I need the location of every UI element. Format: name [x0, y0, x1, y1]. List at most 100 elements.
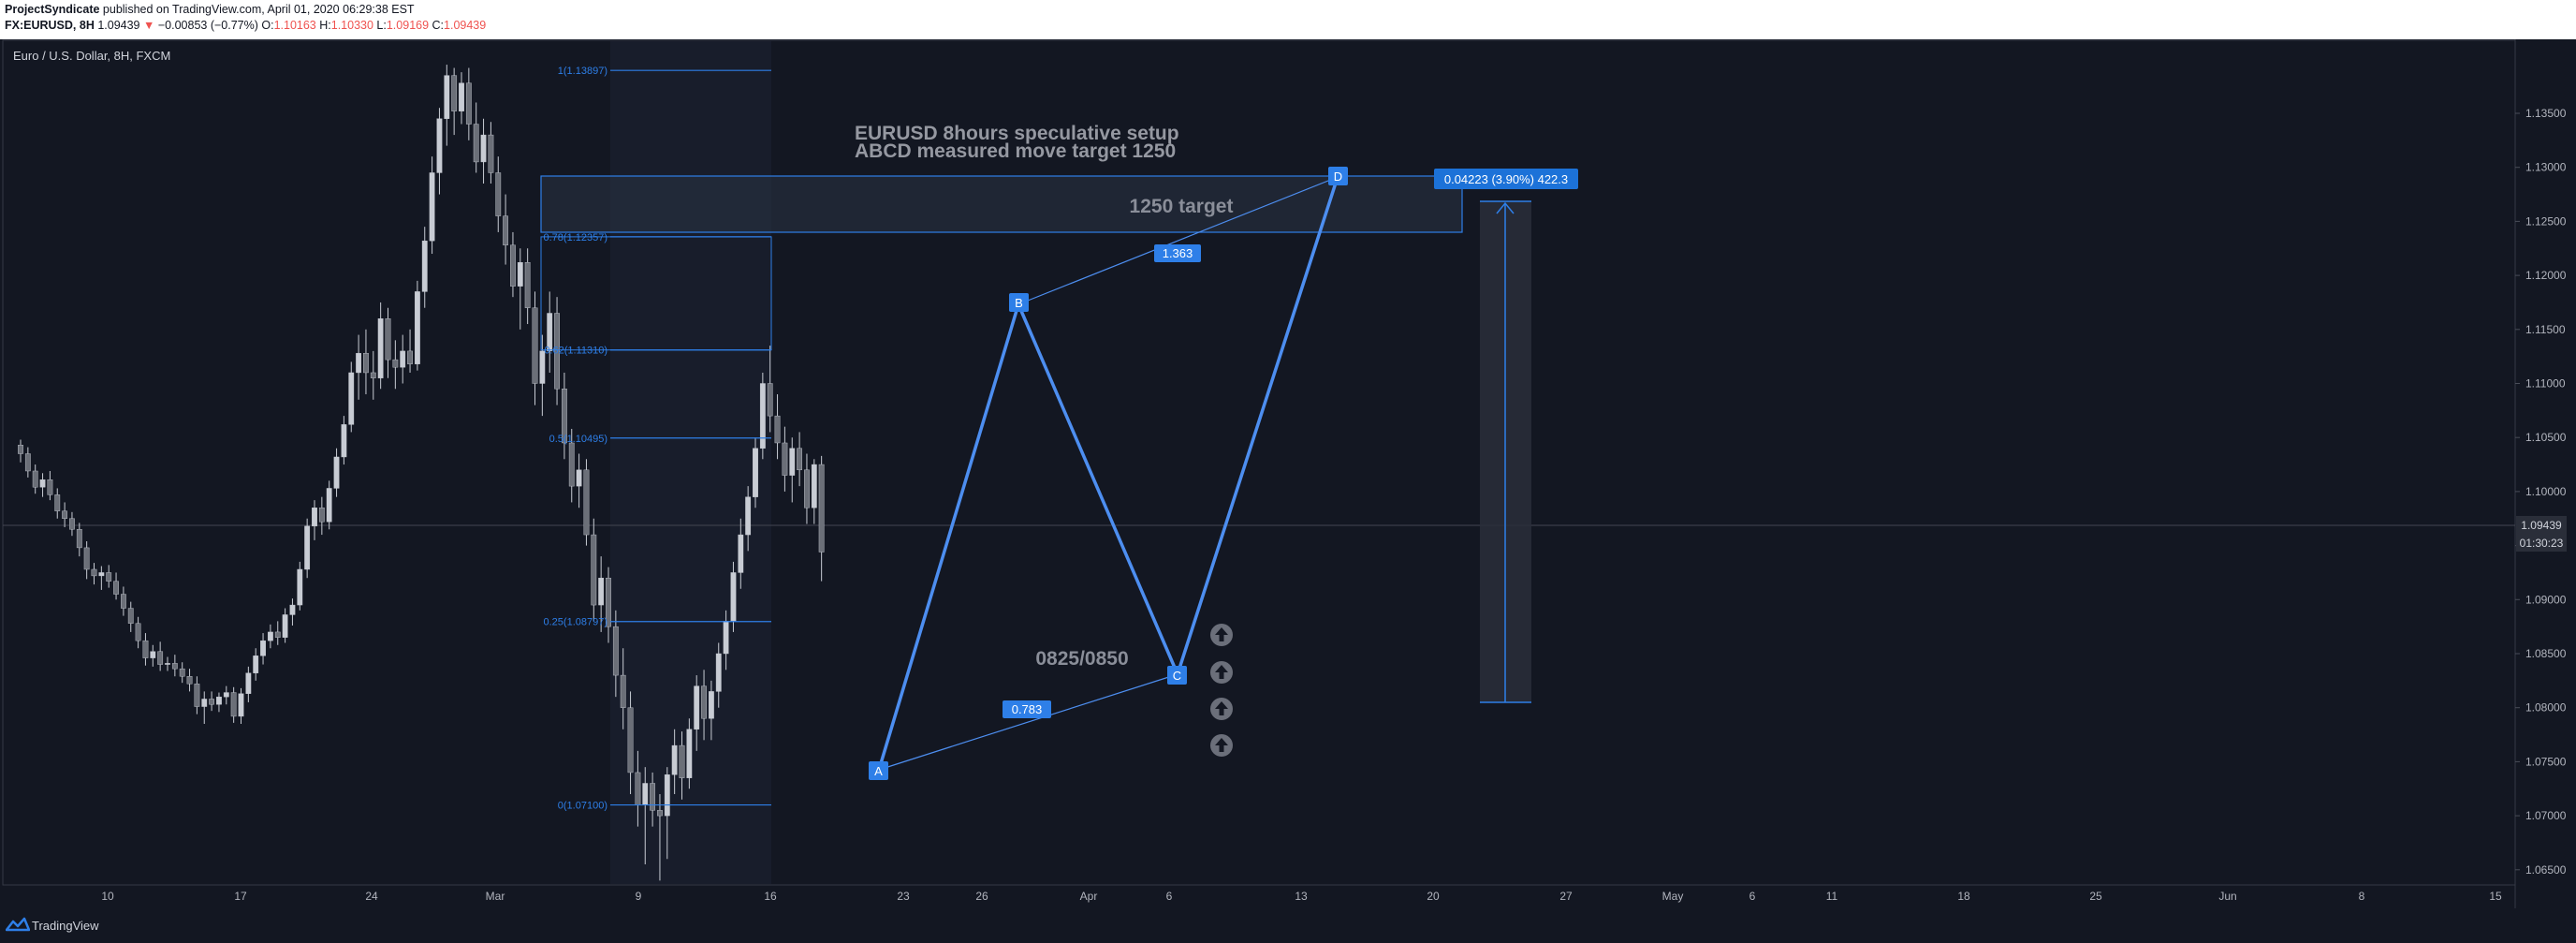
high-value: 1.10330 — [330, 19, 373, 32]
chart-pane[interactable] — [2, 39, 2516, 886]
candle — [547, 291, 553, 373]
time-tick-label: 6 — [1749, 890, 1756, 903]
time-tick-label: 11 — [1826, 890, 1838, 903]
candle — [804, 453, 810, 524]
time-tick-label: 25 — [2089, 890, 2102, 903]
candle — [318, 496, 325, 536]
candle — [377, 302, 384, 390]
tradingview-brand[interactable]: TradingView — [32, 919, 99, 933]
candle — [407, 329, 413, 373]
open-value: 1.10163 — [273, 19, 316, 32]
price-chart[interactable]: 1(1.13897) 0.78(1.12357) 0.62(1.11310) 0.5(… — [0, 39, 2576, 908]
fib-level-label: 0.62(1.11310) — [544, 346, 607, 357]
candle — [179, 662, 185, 684]
candle — [620, 648, 626, 729]
candle — [767, 346, 773, 433]
candle — [32, 464, 38, 494]
time-tick-label: May — [1662, 890, 1684, 903]
time-axis[interactable]: 10 17 24 Mar 9 16 23 26 Apr 6 13 20 27 May 6 11 18 25 Jun 8… — [101, 890, 2502, 903]
abcd-pattern-line[interactable] — [877, 176, 1339, 771]
candle — [98, 566, 105, 590]
publisher-name[interactable]: ProjectSyndicate — [5, 3, 100, 16]
setup-title-line1: EURUSD 8hours speculative setup — [855, 123, 1179, 144]
target-zone-label: 1250 target — [1130, 196, 1234, 217]
candle — [165, 656, 170, 671]
time-tick-label: 20 — [1427, 890, 1440, 903]
candle — [253, 648, 259, 681]
low-label: L: — [376, 19, 387, 32]
candle — [694, 675, 700, 751]
down-triangle-icon: ▼ — [143, 19, 155, 32]
candle — [818, 455, 825, 582]
candle — [363, 329, 369, 395]
fib-level-label: 0(1.07100) — [558, 801, 607, 812]
publish-info: ProjectSyndicate published on TradingVie… — [5, 3, 415, 16]
high-label: H: — [319, 19, 331, 32]
candle — [738, 518, 744, 589]
price-tick-label: 1.11500 — [2525, 323, 2566, 336]
candle — [480, 118, 487, 184]
price-change: −0.00853 (−0.77%) — [157, 19, 258, 32]
candle — [274, 621, 281, 645]
point-d-marker[interactable]: D — [1328, 167, 1348, 185]
setup-title-line2: ABCD measured move target 1250 — [855, 140, 1176, 162]
fib-retracement[interactable]: 1(1.13897) 0.78(1.12357) 0.62(1.11310) 0.5(… — [540, 66, 772, 812]
current-price-badge: 1.09439 01:30:23 — [2516, 516, 2567, 552]
tradingview-logo-icon[interactable] — [6, 917, 30, 934]
last-price: 1.09439 — [97, 19, 140, 32]
price-range-measure[interactable] — [1480, 200, 1531, 703]
measure-arrow-icon — [1496, 201, 1515, 214]
candle — [524, 248, 531, 325]
candle — [465, 67, 472, 140]
candle — [576, 453, 582, 508]
time-tick-label: 8 — [2359, 890, 2365, 903]
candle — [782, 426, 788, 492]
fib-level-label: 0.78(1.12357) — [544, 232, 608, 243]
candle — [429, 156, 435, 255]
price-tick-label: 1.10000 — [2525, 485, 2567, 498]
open-label: O: — [261, 19, 274, 32]
point-b-marker[interactable]: B — [1009, 293, 1029, 312]
candle — [473, 102, 479, 173]
time-tick-label: 9 — [636, 890, 642, 903]
time-tick-label: 23 — [897, 890, 910, 903]
close-label: C: — [432, 19, 445, 32]
point-b-label: B — [1015, 296, 1023, 310]
candle — [127, 601, 134, 632]
candle — [759, 372, 766, 460]
measure-text: 0.04223 (3.90%) 422.3 — [1444, 172, 1568, 186]
candle — [157, 641, 164, 671]
candle — [194, 676, 200, 715]
candle — [664, 767, 670, 860]
candle — [679, 731, 685, 800]
candle — [333, 448, 340, 497]
candle — [142, 633, 149, 666]
point-a-marker[interactable]: A — [869, 761, 888, 780]
symbol-timeframe: FX:EURUSD, 8H — [5, 19, 95, 32]
candle — [554, 297, 560, 405]
footer-bar: TradingView — [0, 908, 2576, 943]
candle — [745, 486, 752, 552]
target-zone-box[interactable] — [540, 175, 1463, 233]
candle — [201, 691, 208, 725]
candle — [517, 248, 523, 330]
candle — [459, 72, 464, 125]
candle — [495, 156, 502, 232]
candle — [209, 691, 214, 712]
price-axis[interactable]: 1.13500 1.13000 1.12500 1.12000 1.11500 1.110… — [2515, 107, 2567, 877]
time-tick-label: 26 — [975, 890, 988, 903]
candle — [421, 227, 428, 308]
price-tick-label: 1.13000 — [2525, 161, 2567, 174]
time-tick-label: Jun — [2218, 890, 2236, 903]
chart-legend[interactable]: Euro / U.S. Dollar, 8H, FXCM — [13, 49, 170, 63]
point-c-marker[interactable]: C — [1167, 666, 1187, 685]
close-value: 1.09439 — [444, 19, 487, 32]
price-tick-label: 1.11000 — [2525, 377, 2566, 390]
time-tick-label: 6 — [1166, 890, 1173, 903]
time-tick-label: 15 — [2489, 890, 2502, 903]
candle — [532, 291, 538, 405]
candle — [451, 67, 458, 136]
candle — [223, 685, 229, 705]
candle — [789, 437, 796, 503]
time-tick-label: Apr — [1080, 890, 1098, 903]
